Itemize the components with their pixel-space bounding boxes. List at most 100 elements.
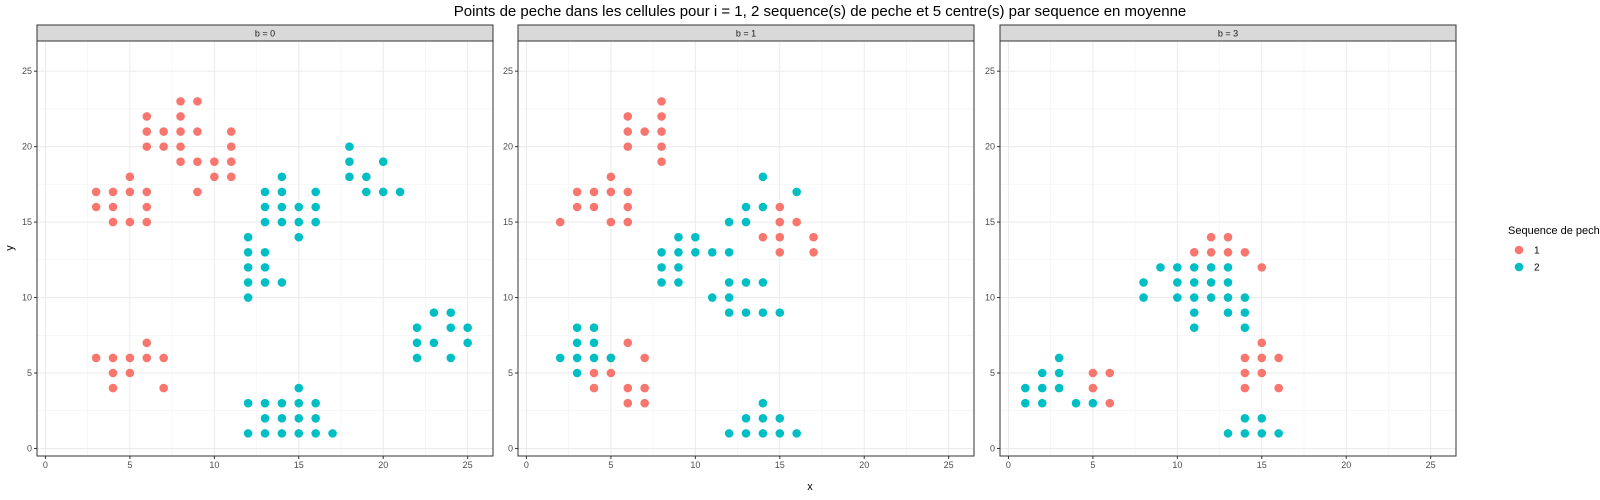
data-point-seq-1 xyxy=(775,247,785,257)
data-point-seq-2 xyxy=(691,247,700,257)
data-point-seq-2 xyxy=(724,217,734,227)
data-point-seq-2 xyxy=(707,293,717,302)
data-point-seq-1 xyxy=(572,202,582,212)
data-point-seq-2 xyxy=(378,187,388,197)
data-point-seq-2 xyxy=(260,247,270,257)
data-point-seq-1 xyxy=(1240,368,1250,378)
y-tick-label: 15 xyxy=(503,217,513,227)
data-point-seq-2 xyxy=(572,353,582,363)
facet-strip-label: b = 1 xyxy=(736,29,756,39)
x-tick-label: 5 xyxy=(608,460,613,470)
legend-label: 2 xyxy=(1534,263,1540,274)
data-point-seq-2 xyxy=(243,429,253,438)
data-point-seq-2 xyxy=(277,187,287,197)
x-tick-label: 20 xyxy=(1341,460,1351,470)
data-point-seq-2 xyxy=(243,398,253,408)
data-point-seq-2 xyxy=(758,278,768,287)
data-point-seq-1 xyxy=(125,217,135,227)
data-point-seq-2 xyxy=(1240,308,1250,317)
y-axis-title: y xyxy=(4,245,16,251)
data-point-seq-2 xyxy=(572,338,582,348)
data-point-seq-2 xyxy=(260,217,270,227)
x-tick-label: 10 xyxy=(1172,460,1182,470)
data-point-seq-2 xyxy=(294,217,304,227)
data-point-seq-2 xyxy=(345,142,354,151)
data-point-seq-2 xyxy=(657,278,666,287)
data-point-seq-2 xyxy=(758,413,768,423)
data-point-seq-2 xyxy=(328,429,337,438)
y-tick-label: 0 xyxy=(27,443,32,453)
data-point-seq-2 xyxy=(294,413,304,423)
data-point-seq-2 xyxy=(674,263,683,272)
data-point-seq-1 xyxy=(640,127,649,136)
data-point-seq-1 xyxy=(657,142,666,151)
y-tick-label: 5 xyxy=(27,368,32,378)
data-point-seq-2 xyxy=(674,278,683,287)
data-point-seq-2 xyxy=(446,353,456,363)
data-point-seq-2 xyxy=(572,368,582,378)
data-point-seq-1 xyxy=(640,398,649,408)
data-point-seq-2 xyxy=(311,187,320,197)
data-point-seq-2 xyxy=(311,413,320,423)
data-point-seq-2 xyxy=(1156,263,1165,272)
data-point-seq-2 xyxy=(1223,263,1233,272)
data-point-seq-2 xyxy=(758,202,768,212)
data-point-seq-1 xyxy=(657,97,666,106)
data-point-seq-1 xyxy=(623,398,633,408)
data-point-seq-1 xyxy=(1206,247,1216,257)
data-point-seq-1 xyxy=(775,217,785,227)
data-point-seq-2 xyxy=(260,187,270,197)
data-point-seq-1 xyxy=(775,202,785,212)
data-point-seq-2 xyxy=(1223,308,1233,317)
data-point-seq-1 xyxy=(1105,398,1115,408)
data-point-seq-2 xyxy=(1189,293,1199,302)
data-point-seq-2 xyxy=(1037,398,1047,408)
data-point-seq-1 xyxy=(176,157,185,167)
data-point-seq-1 xyxy=(1257,263,1267,272)
data-point-seq-2 xyxy=(311,217,320,227)
data-point-seq-1 xyxy=(193,97,202,106)
data-point-seq-1 xyxy=(142,202,152,212)
y-tick-label: 15 xyxy=(985,217,995,227)
data-point-seq-1 xyxy=(623,187,633,197)
data-point-seq-2 xyxy=(1206,293,1216,302)
panel-border xyxy=(36,40,494,457)
data-point-seq-2 xyxy=(724,429,734,438)
data-point-seq-2 xyxy=(589,353,599,363)
data-point-seq-1 xyxy=(623,127,633,136)
legend-title: Sequence de peche xyxy=(1508,225,1600,237)
data-point-seq-2 xyxy=(707,247,717,257)
data-point-seq-1 xyxy=(142,142,152,151)
data-point-seq-2 xyxy=(277,217,287,227)
facet-panel: b = 0 0 5 10 15 20 25 0 5 10 15 20 25 xyxy=(22,24,494,470)
data-point-seq-2 xyxy=(311,398,320,408)
data-point-seq-2 xyxy=(1054,368,1064,378)
data-point-seq-1 xyxy=(623,142,633,151)
data-point-seq-2 xyxy=(1054,353,1064,363)
x-tick-label: 5 xyxy=(127,460,132,470)
data-point-seq-2 xyxy=(758,172,768,182)
legend-label: 1 xyxy=(1534,246,1540,257)
data-point-seq-1 xyxy=(91,202,101,212)
legend-key xyxy=(1514,245,1524,255)
data-point-seq-1 xyxy=(1240,383,1250,393)
data-point-seq-1 xyxy=(589,383,599,393)
data-point-seq-1 xyxy=(1223,247,1233,257)
data-point-seq-1 xyxy=(1105,368,1115,378)
data-point-seq-1 xyxy=(623,217,633,227)
data-point-seq-2 xyxy=(741,413,751,423)
data-point-seq-2 xyxy=(1240,413,1250,423)
panels-layer: b = 0 0 5 10 15 20 25 0 5 10 15 20 25 b = 1 0 5 10 15 20 25… xyxy=(22,24,1457,470)
data-point-seq-2 xyxy=(412,323,422,333)
data-point-seq-1 xyxy=(226,127,236,136)
data-point-seq-2 xyxy=(243,232,253,242)
y-tick-label: 20 xyxy=(22,142,32,152)
data-point-seq-2 xyxy=(260,278,270,287)
data-point-seq-1 xyxy=(758,232,768,242)
data-point-seq-2 xyxy=(446,323,456,333)
data-point-seq-2 xyxy=(741,278,751,287)
data-point-seq-1 xyxy=(623,338,633,348)
x-tick-label: 15 xyxy=(775,460,785,470)
data-point-seq-2 xyxy=(1139,278,1148,287)
